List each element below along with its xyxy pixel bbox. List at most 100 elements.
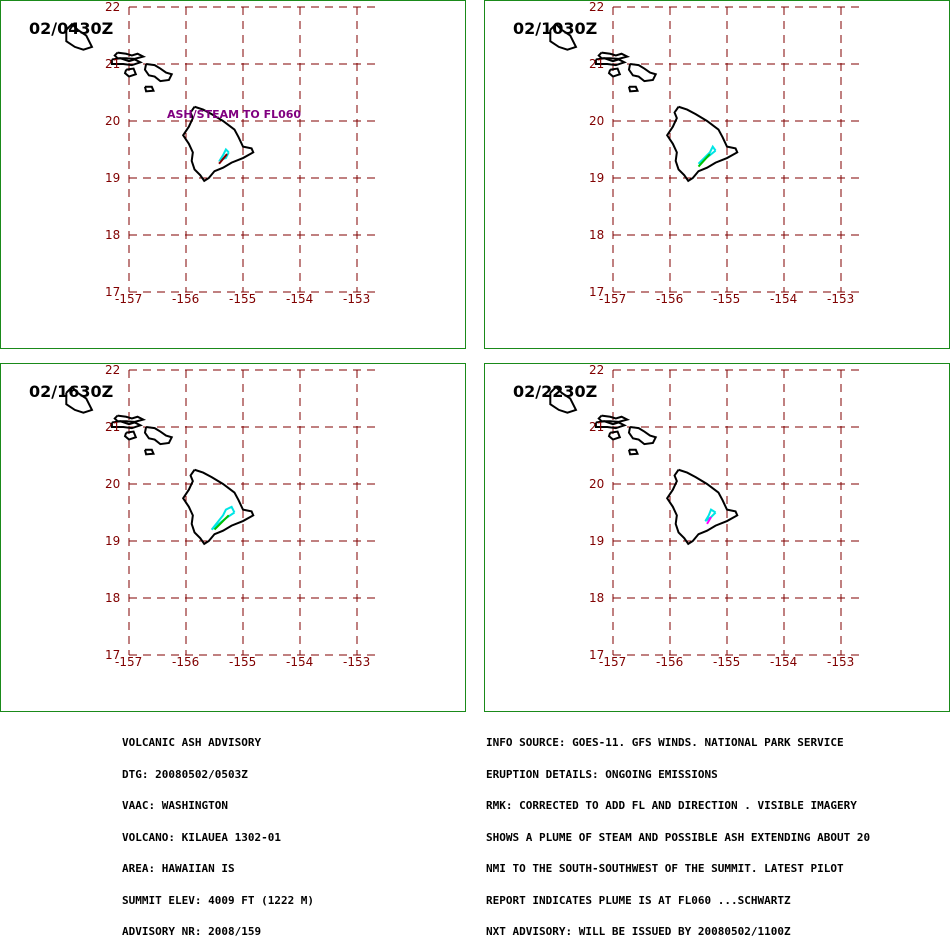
latitude-tick-label: 22: [105, 363, 121, 377]
latitude-tick-label: 22: [105, 0, 121, 14]
plume-outline: [697, 153, 711, 168]
latitude-tick-label: 18: [589, 591, 605, 605]
island-oahu: [65, 385, 94, 414]
latitude-tick-label: 21: [105, 57, 121, 71]
panel-time-label: 02/1030Z: [513, 19, 598, 38]
latitude-tick-label: 22: [589, 363, 605, 377]
island-niihau-kauai: [113, 414, 147, 423]
advisory-line: ERUPTION DETAILS: ONGOING EMISSIONS: [486, 767, 718, 781]
advisory-line: AREA: HAWAIIAN IS: [122, 862, 235, 875]
island-lanai: [607, 67, 622, 78]
advisory-line: SUMMIT ELEV: 4009 FT (1222 M): [122, 893, 315, 907]
advisory-right: INFO SOURCE: GOES-11. GFS WINDS. NATIONA…: [486, 717, 870, 948]
island-oahu: [549, 385, 578, 414]
island-oahu: [549, 22, 578, 51]
island-maui: [143, 63, 174, 83]
island-big-island: [181, 105, 255, 183]
longitude-tick-label: -154: [286, 292, 314, 306]
latitude-tick-label: 19: [105, 171, 121, 185]
advisory-line: RMK: CORRECTED TO ADD FL AND DIRECTION .…: [486, 799, 857, 812]
advisory-line: SHOWS A PLUME OF STEAM AND POSSIBLE ASH …: [486, 830, 871, 844]
plume-outline: [217, 147, 230, 162]
latitude-tick-label: 21: [589, 420, 605, 434]
coastlines: [65, 22, 255, 183]
island-niihau-kauai: [113, 51, 147, 60]
island-niihau-kauai: [597, 414, 631, 423]
panel-time-label: 02/2230Z: [513, 382, 598, 401]
latitude-tick-label: 21: [105, 420, 121, 434]
latitude-tick-label: 17: [589, 285, 605, 299]
latitude-tick-label: 20: [589, 114, 605, 128]
longitude-tick-label: -157: [599, 655, 627, 669]
advisory-line: VOLCANO: KILAUEA 1302-01: [122, 830, 281, 844]
latitude-tick-label: 19: [589, 171, 605, 185]
ash-plume: [704, 508, 717, 525]
advisory-line: VAAC: WASHINGTON: [122, 799, 228, 812]
plume-outline: [704, 508, 717, 522]
island-molokai: [110, 57, 144, 67]
longitude-tick-label: -155: [229, 292, 257, 306]
island-molokai: [110, 420, 144, 430]
latitude-tick-label: 20: [105, 114, 121, 128]
longitude-tick-label: -154: [770, 655, 798, 669]
ash-plume: [697, 144, 717, 168]
advisory-line: REPORT INDICATES PLUME IS AT FL060 ...SC…: [486, 893, 791, 907]
plume-outline: [697, 144, 717, 165]
latitude-tick-label: 21: [589, 57, 605, 71]
map-graphic: [65, 6, 380, 293]
island-lanai: [123, 67, 138, 78]
island-lanai: [123, 430, 138, 441]
island-kahoolawe: [627, 448, 639, 456]
grid-lines: [128, 369, 380, 656]
coastlines: [549, 22, 739, 183]
longitude-tick-label: -154: [770, 292, 798, 306]
ash-plume: [210, 505, 236, 531]
latitude-tick-label: 19: [105, 534, 121, 548]
advisory-left: VOLCANIC ASH ADVISORY DTG: 20080502/0503…: [122, 717, 314, 948]
plume-outline: [218, 153, 228, 165]
island-kahoolawe: [143, 85, 155, 93]
island-oahu: [65, 22, 94, 51]
grid-lines: [612, 6, 864, 293]
longitude-tick-label: -157: [115, 292, 143, 306]
island-lanai: [607, 430, 622, 441]
coastlines: [65, 385, 255, 546]
ash-plume: [217, 147, 230, 165]
advisory-line: ADVISORY NR: 2008/159: [122, 925, 262, 938]
grid-lines: [128, 6, 380, 293]
coastlines: [549, 385, 739, 546]
island-maui: [143, 426, 174, 446]
island-big-island: [665, 468, 739, 546]
map-graphic: [549, 6, 864, 293]
map-panel-4: 02/2230Z 22 21 20 19 18 17 -157 -156 -155 -154 -15…: [484, 363, 950, 712]
longitude-tick-label: -155: [713, 655, 741, 669]
map-panel-3: 02/1630Z 22 21 20 19 18 17 -157 -156 -155 -154 -15…: [0, 363, 466, 712]
map-graphic: [65, 369, 380, 656]
latitude-tick-label: 17: [105, 285, 121, 299]
advisory-line: INFO SOURCE: GOES-11. GFS WINDS. NATIONA…: [486, 736, 844, 749]
latitude-tick-label: 17: [589, 648, 605, 662]
island-molokai: [594, 57, 628, 67]
island-kahoolawe: [627, 85, 639, 93]
latitude-tick-label: 19: [589, 534, 605, 548]
longitude-tick-label: -153: [827, 655, 855, 669]
map-graphic: [549, 369, 864, 656]
plume-annotation: ASH/STEAM TO FL060: [167, 108, 302, 121]
latitude-tick-label: 20: [589, 477, 605, 491]
island-niihau-kauai: [597, 51, 631, 60]
latitude-tick-label: 18: [589, 228, 605, 242]
island-molokai: [594, 420, 628, 430]
longitude-tick-label: -155: [229, 655, 257, 669]
island-maui: [627, 63, 658, 83]
plume-outline: [213, 514, 230, 531]
longitude-tick-label: -156: [172, 655, 200, 669]
longitude-tick-label: -153: [343, 655, 371, 669]
island-maui: [627, 426, 658, 446]
panel-time-label: 02/1630Z: [29, 382, 114, 401]
map-panel-2: 02/1030Z 22 21 20 19 18 17 -157 -156 -155 -154 -15…: [484, 0, 950, 349]
map-panel-1: 02/0430Z ASH/STEAM TO FL060 22 21 20 19 18 17…: [0, 0, 466, 349]
latitude-tick-label: 17: [105, 648, 121, 662]
longitude-tick-label: -154: [286, 655, 314, 669]
advisory-line: NXT ADVISORY: WILL BE ISSUED BY 20080502…: [486, 925, 791, 938]
latitude-tick-label: 22: [589, 0, 605, 14]
